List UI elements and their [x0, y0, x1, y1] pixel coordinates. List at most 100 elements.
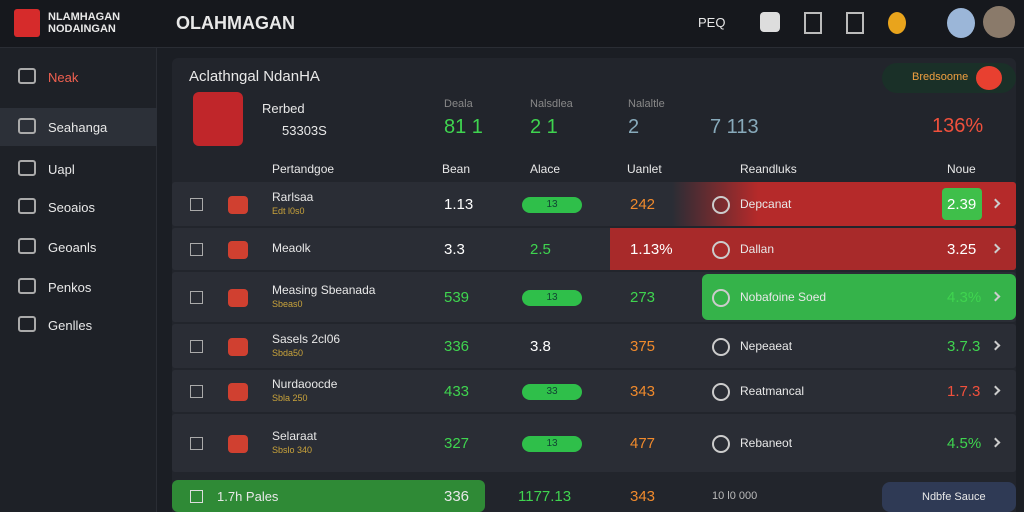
nav-icon	[18, 278, 36, 294]
checkbox[interactable]	[190, 437, 203, 450]
match-name: Meaolk	[272, 241, 311, 255]
column-header: Bean	[442, 162, 471, 176]
table-row[interactable]: Meaolk 3.3 2.5 1.13% Dallan 3.25	[172, 228, 1016, 270]
nav-icon	[18, 68, 36, 84]
value: 3.8	[530, 338, 551, 355]
nav-icon	[18, 118, 36, 134]
table-row[interactable]: Rarlsaa Edt l0s0 1.13 13 242 Depcanat 2.39	[172, 182, 1016, 226]
team-icon	[712, 196, 730, 214]
value: 3.3	[444, 241, 465, 258]
team-crest	[228, 435, 248, 453]
stat-value: 7 113	[710, 116, 759, 138]
checkbox[interactable]	[190, 243, 203, 256]
stat-value: 2	[628, 116, 640, 138]
highlight	[702, 274, 1016, 320]
team-crest	[228, 196, 248, 214]
icon[interactable]	[760, 12, 780, 32]
nav-item[interactable]: Neak	[48, 70, 79, 85]
value: 343	[630, 383, 656, 400]
team-name: Rerbed	[262, 101, 305, 116]
checkbox[interactable]	[190, 490, 203, 503]
nav-item[interactable]: Seahanga	[48, 120, 108, 135]
match-sub: Sbslo 340	[272, 445, 313, 455]
icon[interactable]	[846, 12, 864, 34]
checkbox[interactable]	[190, 340, 203, 353]
value: 477	[630, 435, 656, 452]
nav-item[interactable]: Seoaios	[48, 200, 95, 215]
match-name: Rarlsaa	[272, 190, 314, 204]
logo-icon	[14, 9, 40, 37]
odds: 3.25	[947, 241, 977, 258]
value: 10 l0 000	[712, 490, 758, 502]
nav-icon	[18, 160, 36, 176]
button[interactable]: Bredsoome	[882, 63, 1016, 93]
odds-box	[942, 188, 982, 220]
app-title: OLAHMAGAN	[176, 13, 295, 33]
stat-label: Nalaltle	[628, 98, 665, 110]
nav-item[interactable]: Genlles	[48, 318, 93, 333]
nav-item[interactable]: Geoanls	[48, 240, 97, 255]
avatar[interactable]	[947, 8, 975, 38]
chevron	[990, 340, 1001, 351]
match-sub: Edt l0s0	[272, 206, 305, 216]
value: 336	[444, 338, 470, 355]
button[interactable]: Ndbfe Sauce	[882, 482, 1016, 512]
checkbox[interactable]	[190, 291, 203, 304]
table-row[interactable]: Measing Sbeanada Sbeas0 539 13 273 Nobafoine …	[172, 272, 1016, 322]
match-sub: Sbla 250	[272, 393, 308, 403]
nav-icon	[18, 238, 36, 254]
team-crest	[193, 92, 243, 146]
match-name: Sasels 2cl06	[272, 332, 341, 346]
column-header: Pertandgoe	[272, 162, 335, 176]
stat-value: 2 1	[530, 116, 558, 138]
odds: 4.5%	[947, 435, 982, 452]
nav-active	[0, 108, 157, 146]
team-icon	[712, 435, 730, 453]
sidebar: Neak Seahanga Uapl Seoaios Geoanls Penkos Genl…	[0, 48, 157, 512]
value: 336	[444, 488, 470, 505]
value: 1.13	[444, 196, 474, 213]
team-crest	[228, 383, 248, 401]
table-row[interactable]: Selaraat Sbslo 340 327 13 477 Rebaneot 4.5%	[172, 414, 1016, 472]
column-header: Uanlet	[627, 162, 662, 176]
icon[interactable]	[804, 12, 822, 34]
odds: 1.7.3	[947, 383, 981, 400]
search[interactable]: PEQ	[698, 15, 726, 30]
nav-icon	[18, 316, 36, 332]
value: 375	[630, 338, 656, 355]
column-header: Reandluks	[740, 162, 797, 176]
chevron	[990, 437, 1001, 448]
team-icon	[712, 338, 730, 356]
nav-item[interactable]: Uapl	[48, 162, 75, 177]
team-crest	[228, 289, 248, 307]
column-header: Noue	[947, 162, 976, 176]
button-label: Bredsoome	[912, 71, 969, 83]
team-icon	[712, 289, 730, 307]
table-row[interactable]: Nurdaoocde Sbla 250 433 33 343 Reatmancal 1.7.…	[172, 370, 1016, 412]
highlight	[610, 228, 1016, 270]
odds: 3.7.3	[947, 338, 981, 355]
panel-title: Aclathngal NdanHA	[189, 68, 320, 85]
value: 1.13%	[630, 241, 673, 258]
footer-row: 1.7h Pales 336 1177.13 343 10 l0 000 Ndbfe Sa…	[172, 480, 1016, 512]
percent: 136%	[932, 115, 984, 137]
nav-item[interactable]: Penkos	[48, 280, 92, 295]
team-name: Dallan	[740, 242, 775, 256]
avatar[interactable]	[983, 6, 1015, 38]
checkbox[interactable]	[190, 385, 203, 398]
odds: 2.39	[947, 196, 977, 213]
checkbox[interactable]	[190, 198, 203, 211]
button-label: Ndbfe Sauce	[922, 491, 986, 503]
team-name: Reatmancal	[740, 384, 805, 398]
team-crest	[228, 241, 248, 259]
table-row[interactable]: Sasels 2cl06 Sbda50 336 3.8 375 Nepeaeat 3.7.3	[172, 324, 1016, 368]
match-sub: Sbda50	[272, 348, 304, 358]
stat-label: Nalsdlea	[530, 98, 573, 110]
icon[interactable]	[888, 12, 906, 34]
nav-icon	[18, 198, 36, 214]
pill: 13	[522, 436, 582, 452]
column-header: Alace	[530, 162, 561, 176]
logo-line: NODAINGAN	[48, 23, 116, 35]
pill: 13	[522, 197, 582, 213]
value: 327	[444, 435, 470, 452]
